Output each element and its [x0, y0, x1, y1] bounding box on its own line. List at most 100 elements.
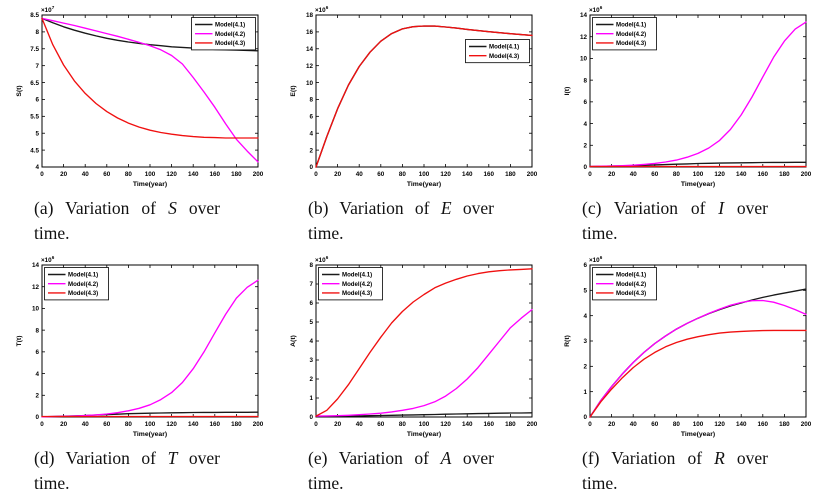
x-tick-label: 200	[527, 421, 538, 428]
x-tick-label: 200	[253, 421, 264, 428]
legend-entry-label: Model(4.1)	[616, 22, 646, 29]
axis-exponent-label: ×106	[589, 255, 603, 264]
legend-entry-label: Model(4.3)	[342, 290, 372, 297]
y-tick-label: 2	[583, 364, 587, 371]
x-tick-label: 140	[462, 421, 473, 428]
y-axis-label: A(t)	[290, 335, 297, 347]
y-tick-label: 0	[309, 414, 313, 421]
y-tick-label: 8	[583, 77, 587, 84]
caption-e-suffix: over time.	[308, 448, 494, 494]
y-tick-label: 12	[580, 34, 588, 41]
x-tick-label: 160	[210, 171, 221, 178]
y-tick-label: 14	[306, 46, 314, 53]
x-tick-label: 80	[125, 171, 133, 178]
y-tick-label: 4	[583, 121, 587, 128]
x-tick-label: 140	[736, 171, 747, 178]
y-tick-label: 4	[309, 338, 313, 345]
legend-entry-label: Model(4.2)	[68, 281, 98, 288]
caption-f: (f) Variation of R over time.	[582, 446, 768, 497]
caption-f-variable: R	[714, 448, 725, 468]
y-tick-label: 8	[35, 327, 39, 334]
x-tick-label: 160	[484, 171, 495, 178]
curve-model4.1	[589, 288, 807, 418]
y-axis-label: T(t)	[16, 336, 23, 347]
x-tick-label: 60	[377, 171, 385, 178]
curve-model4.2	[315, 308, 533, 417]
curve-model4.2	[41, 17, 259, 163]
y-tick-label: 12	[306, 63, 314, 70]
x-tick-label: 40	[356, 421, 364, 428]
caption-f-suffix: over time.	[582, 448, 768, 494]
caption-d-prefix: (d) Variation of	[34, 448, 168, 468]
y-tick-label: 0	[583, 414, 587, 421]
y-axis-label: I(t)	[564, 87, 571, 96]
x-tick-label: 40	[82, 171, 90, 178]
caption-a-variable: S	[168, 198, 177, 218]
y-tick-label: 6	[583, 262, 587, 269]
x-tick-label: 180	[231, 171, 242, 178]
plot-canvas-s: 0 20 40 60 80 100 120 140 160 180 200 4 4.5 5 5.5 6 6.5 7…	[16, 5, 264, 188]
caption-b-suffix: over time.	[308, 198, 494, 244]
y-tick-label: 8	[309, 262, 313, 269]
x-tick-label: 60	[651, 171, 659, 178]
x-tick-label: 180	[505, 421, 516, 428]
y-tick-label: 0	[583, 164, 587, 171]
y-tick-label: 6	[309, 114, 313, 121]
legend-entry-label: Model(4.1)	[215, 22, 245, 29]
caption-c-variable: I	[718, 198, 725, 218]
x-tick-label: 80	[125, 421, 133, 428]
x-tick-label: 20	[60, 171, 68, 178]
axes-box	[315, 14, 533, 168]
x-tick-label: 100	[419, 421, 430, 428]
curve-model4.3	[315, 268, 533, 417]
y-tick-label: 14	[32, 262, 40, 269]
x-tick-label: 40	[82, 421, 90, 428]
y-tick-label: 8.5	[30, 12, 39, 19]
legend-entry-label: Model(4.3)	[616, 290, 646, 297]
x-tick-label: 140	[188, 171, 199, 178]
y-tick-label: 4	[309, 130, 313, 137]
x-tick-label: 180	[779, 421, 790, 428]
caption-c: (c) Variation of I over time.	[582, 196, 768, 247]
legend-entry-label: Model(4.1)	[489, 44, 519, 51]
x-tick-label: 80	[399, 171, 407, 178]
x-tick-label: 120	[440, 171, 451, 178]
caption-d-suffix: over time.	[34, 448, 220, 494]
y-tick-label: 7.5	[30, 46, 39, 53]
x-axis-label: Time(year)	[681, 181, 715, 188]
subfigure-d: 0 20 40 60 80 100 120 140 160 180 200 0 2 4 6 8 10 12 14 ×1…	[0, 250, 274, 500]
y-tick-label: 18	[306, 12, 314, 19]
x-tick-label: 180	[505, 171, 516, 178]
curve-model4.3	[41, 17, 259, 139]
y-tick-label: 8	[35, 29, 39, 36]
x-tick-label: 40	[356, 171, 364, 178]
x-tick-label: 0	[314, 171, 318, 178]
legend: Model(4.1) Model(4.2) Model(4.3)	[592, 267, 657, 301]
legend-entry-label: Model(4.1)	[616, 272, 646, 279]
caption-a-suffix: over time.	[34, 198, 220, 244]
plot-canvas-r: 0 20 40 60 80 100 120 140 160 180 200 0 1 2 3 4 5 6×106 Ti…	[564, 255, 812, 438]
curve-model4.3	[589, 329, 807, 418]
x-tick-label: 20	[608, 171, 616, 178]
x-tick-label: 20	[334, 421, 342, 428]
x-axis-label: Time(year)	[133, 431, 167, 438]
plot-canvas-e: 0 20 40 60 80 100 120 140 160 180 200 0 2 4 6 8 10 12 14 16…	[290, 5, 538, 188]
legend: Model(4.1) Model(4.2) Model(4.3)	[44, 267, 109, 301]
y-tick-label: 16	[306, 29, 314, 36]
caption-e: (e) Variation of A over time.	[308, 446, 494, 497]
y-axis-label: E(t)	[290, 85, 297, 96]
x-axis-label: Time(year)	[407, 431, 441, 438]
caption-d-variable: T	[167, 448, 178, 468]
y-axis-label: R(t)	[564, 335, 571, 347]
legend-entry-label: Model(4.3)	[68, 290, 98, 297]
y-tick-label: 6	[309, 300, 313, 307]
x-tick-label: 40	[630, 421, 638, 428]
x-tick-label: 120	[440, 421, 451, 428]
curve-model4.2	[589, 299, 807, 418]
legend-box	[465, 39, 530, 64]
y-tick-label: 2	[35, 392, 39, 399]
y-tick-label: 5	[583, 288, 587, 295]
caption-b-prefix: (b) Variation of	[308, 198, 441, 218]
y-tick-label: 0	[309, 164, 313, 171]
subfigure-e: 0 20 40 60 80 100 120 140 160 180 200 0 1 2 3 4 5 6 7 8 ×106…	[274, 250, 548, 500]
